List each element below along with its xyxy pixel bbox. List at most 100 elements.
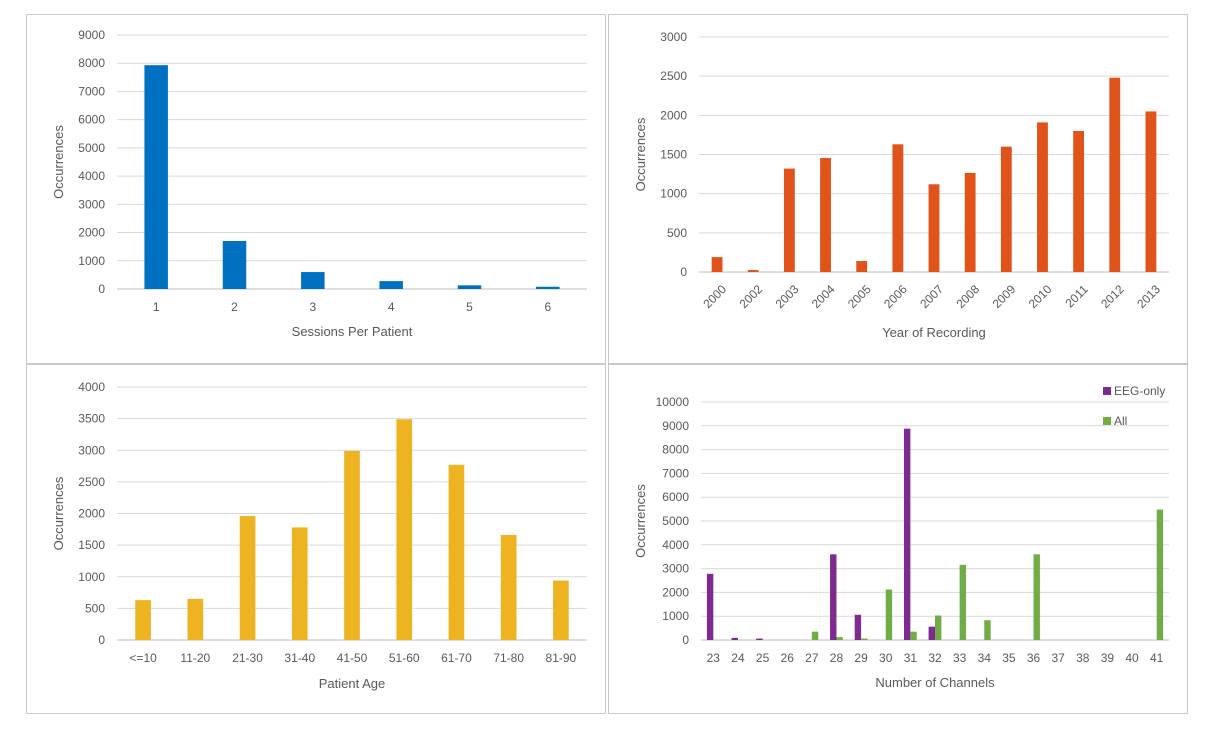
bar-patients xyxy=(187,598,204,640)
bar-patients xyxy=(135,600,151,640)
chart-svg-age: 0 500 1000 1500 2000 2500 3000 3500 4000 <=10 11-2… xyxy=(51,380,587,691)
y-tick-label: 2000 xyxy=(660,108,687,122)
legend-swatch xyxy=(1103,387,1111,395)
bar-all xyxy=(959,564,967,640)
bar-recordings xyxy=(711,257,723,272)
x-tick-label: 2007 xyxy=(917,282,946,311)
x-tick-label: 23 xyxy=(707,651,721,665)
y-tick-label: 1000 xyxy=(660,187,687,201)
x-tick-label: 5 xyxy=(466,300,473,314)
y-tick-label: 4000 xyxy=(78,380,105,394)
y-tick-label: 9000 xyxy=(662,419,689,433)
y-axis-title: Occurrences xyxy=(51,125,66,199)
bar-eeg-only xyxy=(854,614,862,640)
bar-sessions xyxy=(379,281,403,289)
x-tick-label: 61-70 xyxy=(441,651,472,665)
x-tick-label: 30 xyxy=(879,651,893,665)
y-tick-label: 2000 xyxy=(78,226,105,240)
x-tick-label: 37 xyxy=(1051,651,1065,665)
y-tick-label: 5000 xyxy=(78,141,105,155)
bar-eeg-only xyxy=(756,638,763,640)
y-tick-label: 8000 xyxy=(78,56,105,70)
bar-recordings xyxy=(964,172,976,272)
x-tick-label: 2002 xyxy=(737,282,766,311)
bar-all xyxy=(1033,554,1040,640)
bar-all xyxy=(811,631,819,640)
bar-all xyxy=(885,589,893,640)
bar-recordings xyxy=(1145,111,1157,273)
x-tick-label: 2013 xyxy=(1134,282,1163,311)
y-tick-label: 5000 xyxy=(662,514,689,528)
x-tick-label: 39 xyxy=(1101,651,1115,665)
y-tick-label: 1000 xyxy=(78,254,105,268)
x-tick-label: 24 xyxy=(731,651,745,665)
y-axis-title: Occurrences xyxy=(633,484,648,558)
x-tick-label: 2009 xyxy=(990,282,1019,311)
bar-patients xyxy=(396,419,413,640)
x-tick-label: 2012 xyxy=(1098,282,1127,311)
x-axis-title: Sessions Per Patient xyxy=(292,324,413,339)
bar-all xyxy=(910,631,917,640)
y-tick-label: 7000 xyxy=(662,466,689,480)
bar-all xyxy=(1156,509,1164,640)
chart-svg-sessions: 0 1000 2000 3000 4000 5000 6000 7000 8000 9000 1 2 3… xyxy=(51,28,587,339)
bar-patients xyxy=(344,450,360,640)
y-tick-label: 1500 xyxy=(78,538,105,552)
x-tick-label: 34 xyxy=(978,651,992,665)
bar-recordings xyxy=(820,158,831,272)
x-tick-label: 81-90 xyxy=(546,651,577,665)
x-tick-label: 4 xyxy=(388,300,395,314)
x-tick-label: 28 xyxy=(830,651,844,665)
x-tick-label: 40 xyxy=(1125,651,1139,665)
y-tick-label: 9000 xyxy=(78,28,105,42)
x-tick-label: 33 xyxy=(953,651,967,665)
y-tick-label: 3000 xyxy=(660,30,687,44)
bar-recordings xyxy=(747,270,759,272)
chart-svg-year: 0 500 1000 1500 2000 2500 3000 2000 2002 2003 2004… xyxy=(633,30,1169,340)
bar-sessions xyxy=(457,285,482,289)
bar-recordings xyxy=(1073,131,1085,272)
x-tick-label: 32 xyxy=(928,651,942,665)
legend-swatch xyxy=(1103,417,1111,425)
bar-recordings xyxy=(892,144,904,272)
y-tick-label: 6000 xyxy=(662,490,689,504)
x-tick-label: 2005 xyxy=(845,282,874,311)
x-tick-label: <=10 xyxy=(129,651,157,665)
x-tick-label: 26 xyxy=(781,651,795,665)
y-tick-label: 2000 xyxy=(78,507,105,521)
y-tick-label: 0 xyxy=(682,633,689,647)
x-tick-label: 31-40 xyxy=(284,651,315,665)
bar-patients xyxy=(500,535,517,640)
bar-patients xyxy=(239,516,256,640)
y-tick-label: 500 xyxy=(85,601,105,615)
x-tick-label: 2004 xyxy=(809,282,838,311)
y-axis-title: Occurrences xyxy=(51,476,66,550)
bar-sessions xyxy=(144,65,168,289)
bar-sessions xyxy=(536,286,560,289)
x-tick-label: 2006 xyxy=(881,282,910,311)
x-tick-label: 35 xyxy=(1002,651,1016,665)
x-tick-label: 38 xyxy=(1076,651,1090,665)
x-tick-label: 2003 xyxy=(773,282,802,311)
y-tick-label: 2500 xyxy=(78,475,105,489)
y-tick-label: 0 xyxy=(680,265,687,279)
bar-eeg-only xyxy=(706,573,714,640)
legend-entry: All xyxy=(1114,414,1127,428)
bar-eeg-only xyxy=(903,428,911,640)
x-tick-label: 51-60 xyxy=(389,651,420,665)
y-tick-label: 7000 xyxy=(78,84,105,98)
x-tick-label: 2000 xyxy=(700,282,729,311)
bar-recordings xyxy=(856,261,868,272)
bar-sessions xyxy=(222,241,247,289)
x-tick-label: 21-30 xyxy=(232,651,263,665)
y-tick-label: 0 xyxy=(98,633,105,647)
bar-patients xyxy=(448,464,465,640)
x-tick-label: 27 xyxy=(805,651,819,665)
y-axis-title: Occurrences xyxy=(633,117,648,191)
chart-sessions-per-patient: 0 1000 2000 3000 4000 5000 6000 7000 8000 9000 1 2 3… xyxy=(26,14,606,364)
x-tick-label: 2010 xyxy=(1026,282,1055,311)
x-tick-label: 1 xyxy=(153,300,160,314)
x-tick-label: 41 xyxy=(1150,651,1164,665)
legend-entry: EEG-only xyxy=(1114,384,1165,398)
bar-recordings xyxy=(928,184,940,272)
